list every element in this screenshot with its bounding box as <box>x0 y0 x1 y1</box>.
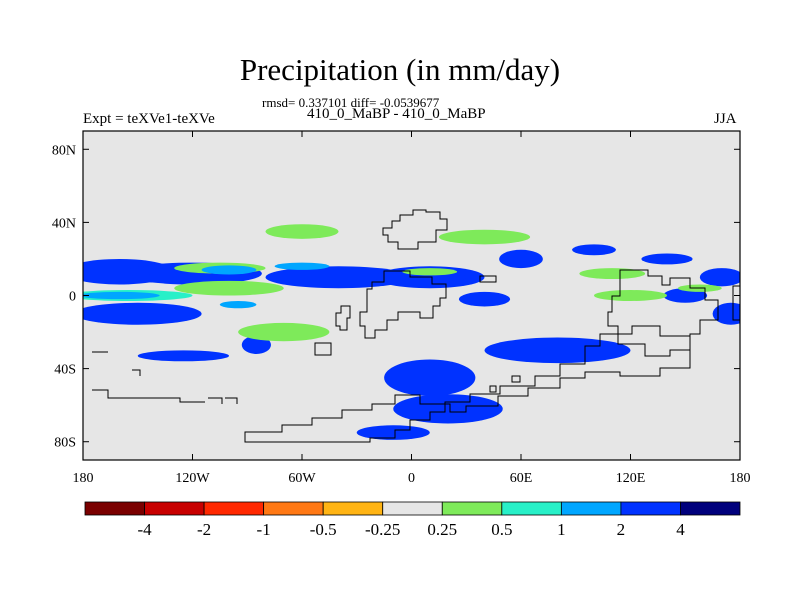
colorbar-label: -0.5 <box>310 520 337 539</box>
anomaly-region <box>482 295 505 303</box>
anomaly-region <box>274 262 330 270</box>
coastline-south-continent <box>244 325 691 443</box>
coastlines <box>92 209 740 443</box>
colorbar-swatch <box>203 501 265 516</box>
y-tick-label: 80N <box>52 143 76 158</box>
anomaly-region <box>402 268 458 276</box>
anomaly-region <box>201 265 257 275</box>
x-tick-label: 180 <box>73 471 94 486</box>
coastline-east-chain <box>607 269 719 357</box>
chart-title: Precipitation (in mm/day) <box>239 52 561 87</box>
anomaly-region <box>594 290 667 301</box>
anomaly-region <box>307 273 388 285</box>
anomaly-region <box>241 335 271 354</box>
anomaly-region <box>729 311 740 323</box>
season-label: JJA <box>714 111 737 127</box>
colorbar-swatch <box>441 501 503 516</box>
anomaly-region <box>714 268 740 279</box>
x-tick-label: 120W <box>175 471 210 486</box>
anomaly-region <box>663 288 708 303</box>
anomaly-region <box>92 304 184 316</box>
axis-ticks: 180 120W 60W 0 60E 120E 180 80N 40N 0 40S 80S <box>52 131 751 486</box>
experiment-label: Expt = teXVe1-teXVe <box>83 111 215 127</box>
colorbar-swatch <box>501 501 562 516</box>
coastline-southwest-fragments <box>92 351 238 404</box>
colorbar-label: -0.25 <box>365 520 400 539</box>
x-tick-label: 60W <box>288 471 316 486</box>
coastline-islands <box>479 275 740 393</box>
colorbar-swatch <box>84 501 145 516</box>
coastline-small-island <box>314 342 332 356</box>
anomaly-region <box>499 249 543 269</box>
x-tick-label: 0 <box>408 471 415 486</box>
colorbar-label: 4 <box>676 520 685 539</box>
anomaly-region <box>265 224 339 239</box>
colorbar-label: 0.25 <box>427 520 457 539</box>
x-tick-label: 180 <box>730 471 751 486</box>
y-tick-label: 80S <box>54 436 76 451</box>
x-tick-label: 60E <box>510 471 533 486</box>
anomaly-region <box>384 359 476 397</box>
anomaly-region <box>174 280 284 296</box>
anomaly-region <box>238 322 330 342</box>
colorbar-swatch <box>322 501 384 516</box>
colorbar-swatch <box>382 501 443 516</box>
anomaly-region <box>484 337 631 364</box>
colorbar-label: -1 <box>257 520 271 539</box>
comparison-label: 410_0_MaBP - 410_0_MaBP <box>307 106 486 122</box>
y-tick-label: 40S <box>54 363 76 378</box>
colorbar-swatch <box>680 501 741 516</box>
anomaly-region <box>137 350 229 362</box>
y-tick-label: 0 <box>69 290 76 305</box>
colorbar: -4 -2 -1 -0.5 -0.25 0.25 0.5 1 2 4 <box>84 501 741 539</box>
colorbar-swatch <box>560 501 622 516</box>
anomaly-region <box>83 291 160 300</box>
stats-label: rmsd= 0.337101 diff= -0.0539677 <box>262 95 440 110</box>
anomaly-region <box>438 229 531 245</box>
colorbar-swatch <box>263 501 324 516</box>
coastline-west-peninsula <box>335 305 351 331</box>
anomaly-region <box>579 268 646 280</box>
x-tick-label: 120E <box>616 471 646 486</box>
coastline-central-africa <box>359 270 447 339</box>
anomaly-region <box>641 253 693 265</box>
anomaly-region <box>219 300 257 309</box>
colorbar-label: -4 <box>137 520 152 539</box>
y-tick-label: 40N <box>52 216 76 231</box>
coastline-north-america <box>382 209 448 250</box>
colorbar-label: 2 <box>617 520 626 539</box>
anomaly-region <box>83 269 138 281</box>
colorbar-label: 1 <box>557 520 566 539</box>
colorbar-label: 0.5 <box>491 520 512 539</box>
colorbar-swatch <box>620 501 681 516</box>
colorbar-swatch <box>144 501 205 516</box>
anomaly-region <box>356 425 430 440</box>
colorbar-label: -2 <box>197 520 211 539</box>
anomaly-region <box>572 244 616 256</box>
